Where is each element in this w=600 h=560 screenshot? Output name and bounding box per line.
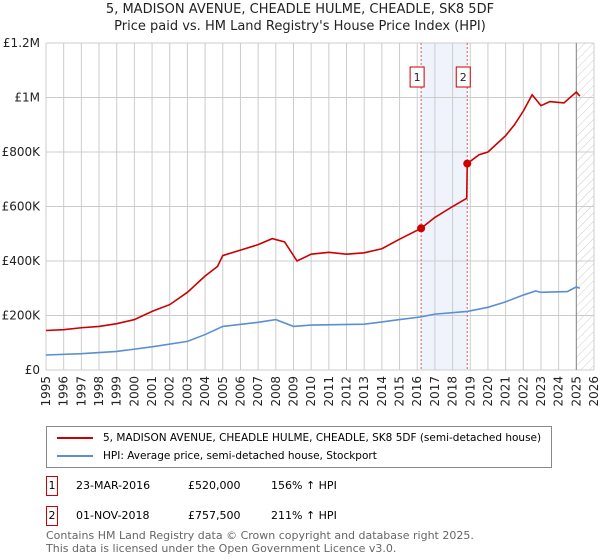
x-tick-label: 2007 xyxy=(251,376,265,407)
transaction-hpi: 156% ↑ HPI xyxy=(271,479,337,492)
x-tick-label: 2010 xyxy=(304,376,318,407)
x-tick-label: 2012 xyxy=(340,376,354,407)
x-tick-label: 1997 xyxy=(74,376,88,407)
x-tick-label: 2009 xyxy=(286,376,300,407)
x-tick-label: 2008 xyxy=(269,376,283,407)
sale-label-box xyxy=(455,66,471,88)
x-tick-label: 2000 xyxy=(127,376,141,407)
transaction-row: 1 23-MAR-2016 £520,000 156% ↑ HPI xyxy=(46,476,446,496)
sale-label: 2 xyxy=(460,71,467,84)
x-tick-label: 1995 xyxy=(39,376,53,407)
y-tick-label: £800K xyxy=(2,145,42,159)
transaction-price: £520,000 xyxy=(188,479,241,492)
x-tick-label: 2018 xyxy=(446,376,460,407)
x-tick-label: 1999 xyxy=(110,376,124,407)
x-tick-label: 2019 xyxy=(463,376,477,407)
x-tick-label: 2025 xyxy=(569,376,583,407)
x-tick-label: 2014 xyxy=(375,376,389,407)
legend-price-label: 5, MADISON AVENUE, CHEADLE HULME, CHEADL… xyxy=(103,432,542,444)
transaction-date: 23-MAR-2016 xyxy=(76,479,151,492)
x-tick-label: 2006 xyxy=(233,376,247,407)
y-tick-label: £400K xyxy=(2,254,42,268)
transaction-date: 01-NOV-2018 xyxy=(76,509,150,522)
x-tick-label: 2004 xyxy=(198,376,212,407)
x-tick-label: 2016 xyxy=(410,376,424,407)
transaction-hpi: 211% ↑ HPI xyxy=(271,509,337,522)
legend: 5, MADISON AVENUE, CHEADLE HULME, CHEADL… xyxy=(46,426,552,468)
transaction-marker: 2 xyxy=(46,506,58,526)
price-line xyxy=(45,90,581,332)
x-tick-label: 2001 xyxy=(145,376,159,407)
x-tick-label: 2005 xyxy=(216,376,230,407)
transaction-price: £757,500 xyxy=(188,509,241,522)
x-tick-label: 2017 xyxy=(428,376,442,407)
x-tick-label: 2026 xyxy=(587,376,600,407)
transaction-marker: 1 xyxy=(46,476,58,496)
y-tick-label: £600K xyxy=(2,200,42,214)
legend-hpi-label: HPI: Average price, semi-detached house,… xyxy=(103,450,377,462)
y-tick-label: £0 xyxy=(25,363,40,377)
x-tick-label: 2023 xyxy=(534,376,548,407)
footer-line1: Contains HM Land Registry data © Crown c… xyxy=(46,529,474,542)
sale-point xyxy=(417,224,426,233)
x-tick-label: 2011 xyxy=(322,376,336,407)
x-tick-label: 1998 xyxy=(92,376,106,407)
x-tick-label: 2002 xyxy=(163,376,177,407)
x-tick-label: 2022 xyxy=(516,376,530,407)
x-tick-label: 2013 xyxy=(357,376,371,407)
x-tick-label: 2024 xyxy=(552,376,566,407)
y-tick-label: £200K xyxy=(2,309,42,323)
x-tick-label: 1996 xyxy=(57,376,71,407)
hpi-line xyxy=(45,286,581,356)
x-tick-label: 2015 xyxy=(393,376,407,407)
x-tick-label: 2020 xyxy=(481,376,495,407)
sale-label-box xyxy=(409,66,425,88)
sale-label: 1 xyxy=(414,71,421,84)
price-chart: 1995 1996 1997 1998 1999 2000 2001 2002 2003 2004… xyxy=(2,36,600,407)
footer-line2: This data is licensed under the Open Gov… xyxy=(46,542,397,555)
sale-point xyxy=(463,159,472,168)
footer: Contains HM Land Registry data © Crown c… xyxy=(46,529,474,555)
legend-hpi-swatch xyxy=(57,455,93,457)
chart-title: 5, MADISON AVENUE, CHEADLE HULME, CHEADL… xyxy=(105,2,495,17)
x-tick-label: 2021 xyxy=(499,376,513,407)
x-tick-label: 2003 xyxy=(180,376,194,407)
transaction-row: 2 01-NOV-2018 £757,500 211% ↑ HPI xyxy=(46,506,446,526)
y-tick-label: £1M xyxy=(14,91,40,105)
y-tick-label: £1.2M xyxy=(3,36,40,50)
chart-subtitle: Price paid vs. HM Land Registry's House … xyxy=(114,19,486,34)
legend-price-swatch xyxy=(57,437,93,439)
